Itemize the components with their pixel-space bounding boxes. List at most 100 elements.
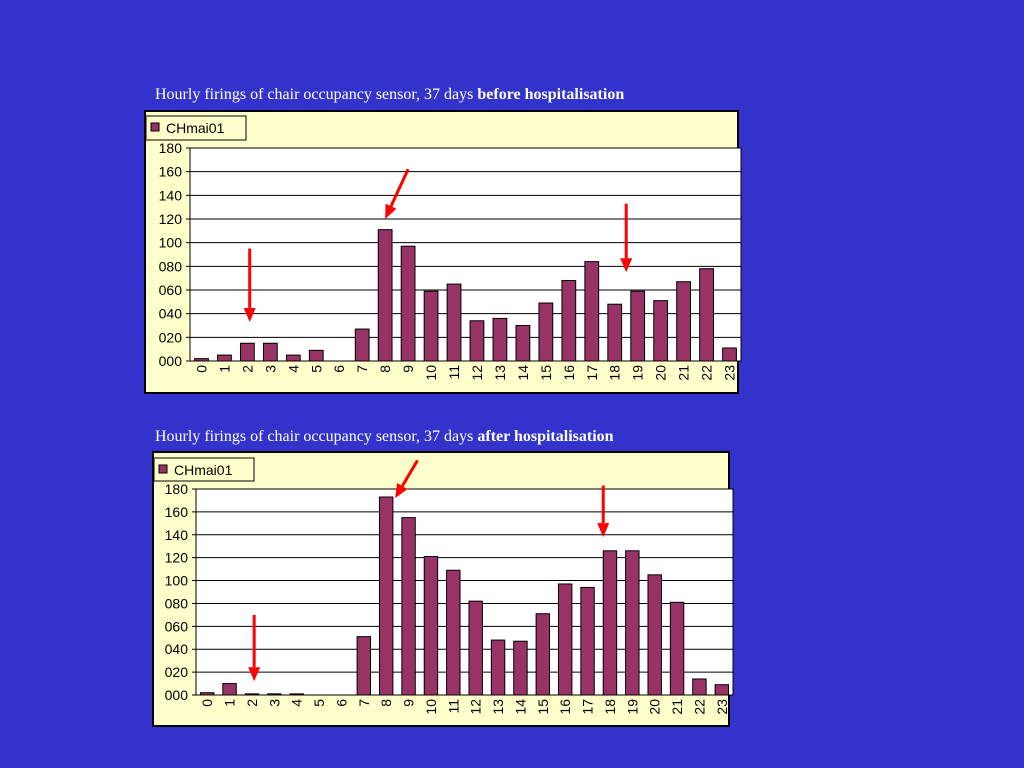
- bar: [446, 283, 462, 362]
- x-tick-label: 15: [535, 699, 551, 715]
- y-tick-label: 060: [165, 618, 189, 634]
- bar: [669, 601, 685, 696]
- y-tick-label: 080: [165, 595, 189, 611]
- bar: [714, 684, 730, 696]
- chart-title: Hourly firings of chair occupancy sensor…: [155, 428, 614, 446]
- legend-box: [153, 457, 255, 482]
- bar: [378, 496, 394, 696]
- bar: [401, 517, 416, 696]
- x-tick-label: 13: [492, 365, 508, 381]
- bar: [289, 693, 304, 696]
- legend-swatch: [158, 464, 168, 474]
- x-tick-label: 7: [356, 699, 372, 707]
- bar: [199, 692, 215, 696]
- bar: [240, 342, 255, 362]
- arrow-head: [395, 483, 408, 499]
- y-tick-label: 040: [159, 306, 183, 322]
- x-tick-label: 8: [378, 699, 394, 707]
- chart-title: Hourly firings of chair occupancy sensor…: [155, 86, 624, 104]
- x-tick-label: 16: [557, 699, 573, 715]
- bar: [653, 300, 669, 362]
- y-tick-label: 000: [159, 353, 183, 369]
- x-tick-label: 17: [580, 699, 596, 715]
- annotation-arrow: [597, 485, 610, 538]
- chart-title-text: Hourly firings of chair occupancy sensor…: [155, 86, 474, 103]
- bar: [446, 569, 461, 696]
- bar: [217, 354, 232, 362]
- bar: [630, 290, 646, 362]
- bar: [561, 280, 577, 362]
- x-tick-label: 2: [244, 699, 260, 707]
- bar: [722, 347, 737, 362]
- arrow-head: [248, 667, 261, 682]
- bar: [423, 556, 439, 696]
- y-tick-label: 000: [165, 687, 189, 703]
- y-tick-label: 120: [165, 550, 189, 566]
- bar: [557, 583, 573, 696]
- x-tick-label: 18: [607, 365, 623, 381]
- y-tick-label: 180: [159, 140, 183, 156]
- arrow-head: [385, 203, 397, 219]
- plot-area: [189, 147, 742, 362]
- x-tick-label: 13: [490, 699, 506, 715]
- y-tick-label: 160: [165, 504, 189, 520]
- y-tick-label: 140: [165, 527, 189, 543]
- x-tick-label: 12: [468, 699, 484, 715]
- x-tick-label: 4: [285, 365, 301, 373]
- x-tick-label: 21: [669, 699, 685, 715]
- x-tick-label: 9: [400, 365, 416, 373]
- arrow-shaft: [389, 168, 410, 207]
- x-tick-label: 19: [624, 699, 640, 715]
- annotation-arrow: [385, 168, 410, 219]
- chart-title-text: Hourly firings of chair occupancy sensor…: [155, 428, 474, 445]
- bar: [244, 693, 260, 696]
- y-tick-label: 100: [165, 573, 189, 589]
- x-tick-label: 0: [199, 699, 215, 707]
- x-tick-label: 2: [239, 365, 255, 373]
- bar: [647, 574, 662, 696]
- bar: [625, 550, 640, 696]
- x-tick-label: 17: [584, 365, 600, 381]
- bar: [584, 261, 600, 362]
- x-tick-label: 10: [423, 699, 439, 715]
- bar: [699, 268, 714, 362]
- x-tick-label: 1: [222, 699, 238, 707]
- bar: [354, 328, 370, 362]
- x-tick-label: 6: [331, 365, 347, 373]
- chart-title-bold: after hospitalisation: [477, 428, 614, 445]
- y-tick-label: 160: [159, 164, 183, 180]
- bar: [468, 600, 483, 696]
- x-tick-label: 15: [538, 365, 554, 381]
- x-tick-label: 22: [699, 365, 715, 381]
- y-tick-label: 180: [165, 481, 189, 497]
- x-tick-label: 19: [630, 365, 646, 381]
- bar: [267, 693, 282, 696]
- x-tick-label: 18: [602, 699, 618, 715]
- arrow-shaft: [400, 459, 419, 487]
- bar: [469, 320, 485, 362]
- x-tick-label: 20: [653, 365, 669, 381]
- bar: [580, 586, 595, 696]
- bar: [515, 325, 531, 362]
- x-tick-label: 11: [445, 699, 461, 714]
- y-tick-label: 040: [165, 641, 189, 657]
- x-tick-label: 23: [714, 699, 730, 715]
- bar: [538, 302, 554, 362]
- x-tick-label: 20: [647, 699, 663, 715]
- annotation-arrow: [243, 248, 256, 322]
- bar: [535, 613, 551, 696]
- x-tick-label: 5: [311, 699, 327, 707]
- y-tick-label: 120: [159, 211, 183, 227]
- y-tick-label: 080: [159, 258, 183, 274]
- annotation-arrow: [395, 459, 419, 499]
- bar: [377, 229, 393, 362]
- bar: [607, 303, 623, 362]
- x-tick-label: 21: [676, 365, 692, 381]
- arrow-head: [243, 307, 256, 322]
- x-tick-label: 8: [377, 365, 393, 373]
- x-tick-label: 0: [193, 365, 209, 373]
- legend-label: CHmai01: [174, 462, 233, 478]
- x-tick-label: 23: [722, 365, 738, 381]
- bar: [513, 640, 528, 696]
